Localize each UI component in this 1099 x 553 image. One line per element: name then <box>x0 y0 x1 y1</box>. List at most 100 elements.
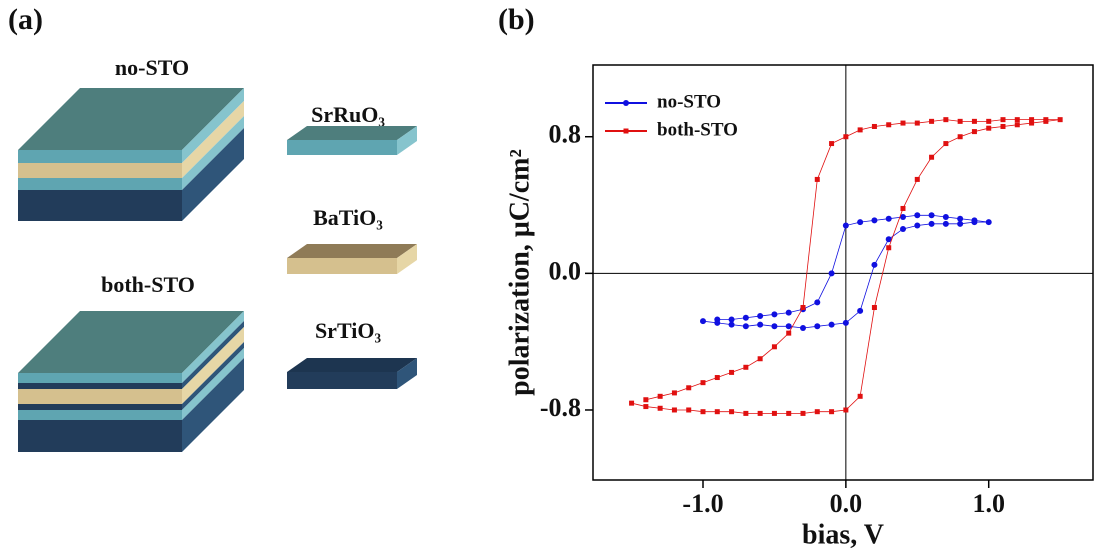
layer-front <box>18 190 182 221</box>
point <box>700 380 706 386</box>
point <box>1043 117 1049 123</box>
point <box>729 409 735 415</box>
point <box>1000 117 1006 123</box>
layer-front <box>18 410 182 420</box>
layer-label: BaTiO₃ <box>313 205 383 230</box>
point <box>914 212 921 219</box>
point <box>914 120 920 126</box>
legend-label: no-STO <box>657 91 721 112</box>
point <box>686 385 692 391</box>
point <box>771 323 778 330</box>
x-tick-label: -1.0 <box>682 489 723 518</box>
layer-front <box>18 178 182 190</box>
point <box>842 319 849 326</box>
point <box>843 407 849 413</box>
y-axis-label: polarization, μC/cm² <box>504 149 535 396</box>
point <box>1000 123 1006 129</box>
point <box>786 330 792 336</box>
point <box>771 410 777 416</box>
point <box>643 404 649 410</box>
layer-front <box>18 404 182 410</box>
block-top <box>18 88 244 150</box>
point <box>829 141 835 147</box>
point <box>900 205 906 211</box>
point <box>800 325 806 332</box>
point <box>714 375 720 381</box>
point <box>657 393 663 399</box>
diagram <box>18 88 417 452</box>
point <box>942 220 949 227</box>
point <box>657 405 663 411</box>
point <box>900 120 906 126</box>
point <box>800 410 806 416</box>
point <box>929 154 935 160</box>
point <box>971 118 977 124</box>
stack-label: no-STO <box>115 55 189 80</box>
layer-front <box>18 150 182 163</box>
point <box>985 219 992 226</box>
point <box>971 217 978 224</box>
point <box>871 217 878 224</box>
point <box>900 225 906 232</box>
point <box>957 220 964 227</box>
x-tick-label: 1.0 <box>972 489 1005 518</box>
layer-front <box>287 258 397 274</box>
layer-label: SrTiO₃ <box>315 318 382 343</box>
point <box>771 344 777 350</box>
point <box>942 213 949 220</box>
point <box>885 215 892 222</box>
stack-label: both-STO <box>101 272 195 297</box>
point <box>986 125 992 131</box>
point <box>757 321 764 328</box>
point <box>957 215 964 222</box>
point <box>871 123 877 129</box>
layer-label: SrRuO₃ <box>311 102 385 127</box>
point <box>1014 122 1020 128</box>
series-line <box>702 214 989 329</box>
point <box>871 305 877 311</box>
layer-front <box>287 372 397 389</box>
point <box>629 400 635 406</box>
point <box>828 270 835 277</box>
point <box>829 409 835 415</box>
block-top <box>287 126 417 140</box>
block-top <box>287 358 417 372</box>
layer-side <box>397 126 417 155</box>
point <box>914 176 920 182</box>
point <box>957 118 963 124</box>
chart: -1.0 0.0 1.0 -0.8 0.0 0.8 bias, V polarization,… <box>504 64 1094 550</box>
point <box>757 313 764 320</box>
point <box>728 321 735 328</box>
point <box>743 364 749 370</box>
layer-front <box>18 389 182 404</box>
point <box>886 245 892 251</box>
x-axis-label: bias, V <box>802 519 884 550</box>
layer-side <box>182 348 244 420</box>
layer-side <box>182 128 244 221</box>
point <box>1057 117 1063 123</box>
point <box>857 307 864 314</box>
point <box>842 222 849 229</box>
layer-side <box>182 101 244 178</box>
point <box>785 323 792 330</box>
point <box>928 220 935 227</box>
layer-side <box>182 342 244 410</box>
panel-label: (b) <box>498 3 535 36</box>
point <box>871 261 878 268</box>
point <box>986 118 992 124</box>
point <box>742 323 749 330</box>
point <box>671 407 677 413</box>
legend-marker <box>623 128 629 134</box>
point <box>700 409 706 415</box>
point <box>814 323 821 330</box>
point <box>857 127 863 133</box>
point <box>686 407 692 413</box>
point <box>971 129 977 135</box>
layer-side <box>397 244 417 274</box>
block-top <box>287 244 417 258</box>
point <box>757 410 763 416</box>
point <box>700 318 706 325</box>
legend-marker <box>623 100 629 106</box>
point <box>914 222 921 229</box>
